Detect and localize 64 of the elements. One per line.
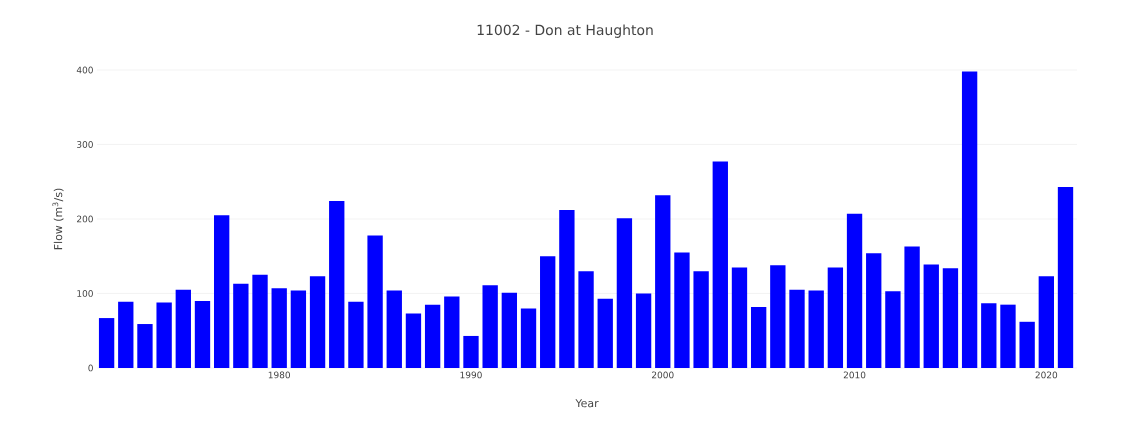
bar — [329, 201, 345, 368]
x-tick-label: 2020 — [1035, 371, 1058, 379]
bar — [923, 264, 939, 368]
y-tick-label: 300 — [77, 141, 93, 148]
bar — [1019, 321, 1035, 368]
bar — [789, 289, 805, 368]
bar — [348, 301, 364, 368]
x-tick-label: 1990 — [460, 371, 482, 379]
bar — [540, 256, 556, 368]
bar — [578, 271, 594, 368]
bar — [386, 290, 402, 368]
bar — [271, 288, 287, 368]
bar — [309, 276, 326, 368]
bar — [559, 210, 575, 368]
bar — [137, 324, 153, 368]
y-tick-label: 400 — [76, 66, 93, 74]
bar — [712, 161, 728, 368]
bar — [482, 285, 498, 368]
chart-title: 11002 - Don at Haughton — [477, 24, 653, 38]
bar — [770, 265, 786, 368]
bar — [808, 290, 824, 368]
bar — [827, 267, 844, 368]
bar — [904, 246, 920, 368]
bar — [156, 302, 172, 368]
bar — [463, 335, 479, 368]
bar — [194, 300, 211, 368]
bar — [367, 235, 383, 368]
bar — [175, 289, 191, 368]
bar — [1000, 304, 1016, 368]
bar — [405, 313, 422, 368]
y-axis-title: Flow (m$^{3}$/s) — [52, 188, 64, 250]
bar — [655, 195, 671, 368]
bar — [424, 304, 441, 368]
bar — [942, 268, 959, 368]
x-tick-label: 2000 — [652, 371, 674, 379]
bar — [118, 301, 134, 368]
bar — [290, 290, 307, 368]
bar — [252, 274, 268, 368]
bar — [750, 306, 767, 368]
x-axis-title: Year — [575, 399, 599, 408]
bar — [674, 252, 690, 368]
bar — [846, 213, 863, 368]
bar — [520, 308, 537, 368]
bar — [693, 271, 709, 368]
bar — [214, 215, 230, 368]
x-tick-label: 2010 — [843, 371, 866, 379]
y-tick-label: 0 — [88, 364, 93, 372]
bar — [616, 218, 633, 368]
bar — [981, 303, 997, 368]
bar — [635, 293, 652, 368]
bar — [961, 71, 978, 368]
y-tick-label: 200 — [77, 215, 93, 223]
bar — [597, 298, 613, 368]
bar — [1038, 276, 1054, 368]
bar — [1057, 186, 1074, 368]
bar — [98, 318, 115, 368]
bar — [444, 296, 460, 368]
x-tick-label: 1980 — [268, 371, 291, 379]
bar — [885, 291, 901, 368]
bar — [731, 267, 748, 368]
bar — [866, 253, 882, 368]
bar — [501, 292, 518, 368]
bar — [233, 283, 249, 368]
y-tick-label: 100 — [77, 290, 93, 297]
